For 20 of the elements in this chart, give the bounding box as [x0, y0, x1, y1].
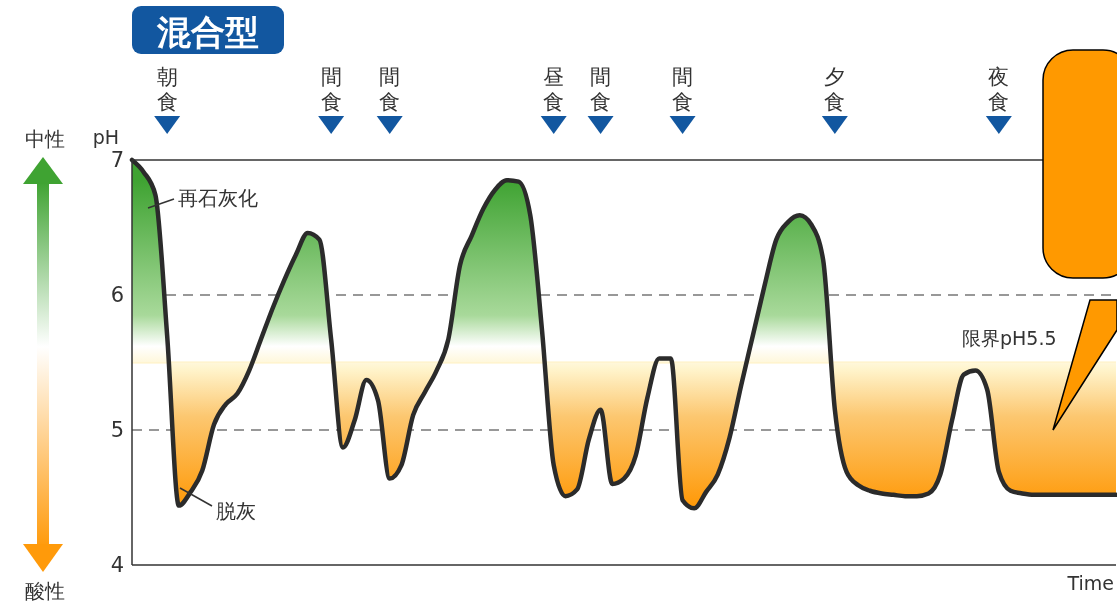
y-tick-label: 5: [110, 418, 124, 442]
text: 酸性: [25, 579, 65, 603]
chart-title: 混合型: [156, 12, 259, 52]
x-tick-label: 昼食: [543, 65, 565, 114]
text: 中性: [25, 127, 65, 151]
y-tick-label: 4: [110, 553, 124, 577]
y-tick-label: 6: [110, 283, 124, 307]
annotation: 脱灰: [216, 499, 256, 523]
x-tick-label: 間食: [379, 65, 401, 114]
x-tick-label: 間食: [320, 65, 342, 114]
ref-line-label: 限界pH5.5: [962, 327, 1057, 349]
annotation: 再石灰化: [178, 186, 258, 210]
y-tick-label: 7: [110, 148, 124, 172]
x-tick-label: 間食: [672, 65, 694, 114]
x-axis-title: Time: [1066, 572, 1114, 594]
x-tick-label: 夕食: [824, 65, 846, 114]
y-axis-title: pH: [92, 126, 120, 148]
x-tick-label: 間食: [590, 65, 612, 114]
x-tick-label: 朝食: [156, 65, 178, 114]
x-tick-label: 夜食: [988, 65, 1010, 114]
